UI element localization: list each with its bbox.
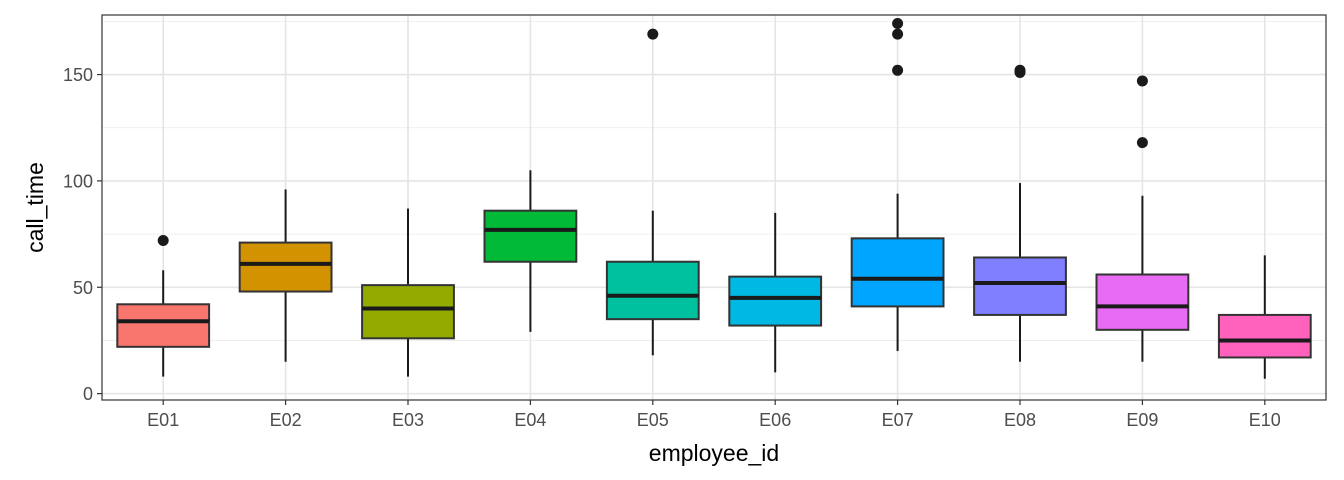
- box-body: [1095, 273, 1190, 331]
- x-tick-label: E02: [270, 410, 302, 430]
- y-axis-title: call_time: [22, 162, 48, 253]
- box-body: [605, 260, 700, 321]
- box-E04: [483, 170, 578, 332]
- axis-layer: 0 50 100 150 E01 E02 E03 E04 E05 E06 E07 E08 E09 E10: [63, 65, 1281, 430]
- y-tick-label: 0: [83, 384, 93, 404]
- x-tick-label: E06: [759, 410, 791, 430]
- x-tick-label: E07: [882, 410, 914, 430]
- x-tick-label: E09: [1126, 410, 1158, 430]
- x-tick-label: E10: [1249, 410, 1281, 430]
- box-body: [973, 256, 1067, 316]
- outlier-point: [1014, 64, 1026, 76]
- y-tick-label: 150: [63, 65, 93, 85]
- box-body: [483, 209, 578, 263]
- box-E03: [361, 208, 455, 377]
- box-E05: [605, 28, 700, 356]
- box-E08: [973, 64, 1067, 362]
- outlier-point: [1136, 137, 1148, 149]
- box-body: [361, 284, 455, 340]
- box-body: [850, 237, 945, 308]
- plot-background: [102, 15, 1326, 400]
- plot-panel-border: [101, 14, 1327, 401]
- outlier-point: [892, 28, 904, 40]
- box-body: [116, 303, 211, 348]
- outlier-point: [1136, 75, 1148, 87]
- box-E02: [238, 189, 333, 362]
- x-axis-title: employee_id: [649, 440, 779, 466]
- outlier-point: [157, 234, 169, 246]
- x-tick-label: E05: [637, 410, 669, 430]
- box-E07: [850, 18, 945, 352]
- box-E09: [1095, 75, 1190, 362]
- box-E10: [1217, 255, 1312, 379]
- box-body: [728, 275, 823, 327]
- y-tick-label: 100: [63, 171, 93, 191]
- box-layer: [116, 18, 1312, 379]
- box-body: [238, 241, 333, 293]
- box-E01: [116, 234, 211, 377]
- outlier-point: [892, 18, 904, 30]
- x-tick-label: E03: [392, 410, 424, 430]
- x-tick-label: E01: [147, 410, 179, 430]
- outlier-point: [892, 64, 904, 76]
- outlier-point: [647, 28, 659, 40]
- x-tick-label: E04: [514, 410, 546, 430]
- box-E06: [728, 212, 823, 373]
- y-tick-label: 50: [73, 278, 93, 298]
- box-body: [1217, 313, 1312, 359]
- x-tick-label: E08: [1004, 410, 1036, 430]
